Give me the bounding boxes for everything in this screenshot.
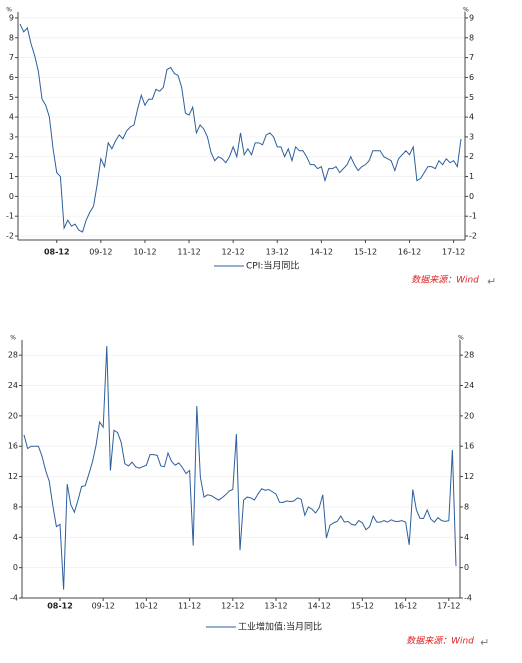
y-tick-label: 20 (8, 411, 18, 420)
x-tick-label: 10-12 (133, 248, 156, 257)
x-tick-label: 11-12 (177, 248, 200, 257)
y2-tick-label: -4 (464, 594, 472, 603)
y-tick-label: 4 (13, 533, 18, 542)
y-tick-label: 5 (9, 93, 14, 102)
data-line (23, 346, 457, 590)
x-tick-label: 16-12 (394, 602, 417, 611)
y2-tick-label: -1 (469, 212, 477, 221)
y-tick-label: 1 (9, 172, 14, 181)
y2-tick-label: 4 (464, 533, 469, 542)
y-tick-label: 28 (8, 351, 18, 360)
x-tick-label: 15-12 (351, 602, 374, 611)
y-tick-label: 8 (13, 502, 18, 511)
y2-tick-label: 6 (469, 73, 474, 82)
y2-tick-label: 8 (464, 502, 469, 511)
y2-unit: % (458, 335, 464, 342)
x-tick-label: 13-12 (264, 602, 287, 611)
x-tick-label: 15-12 (354, 248, 377, 257)
y-tick-label: 2 (9, 152, 14, 161)
y-unit: % (10, 335, 16, 342)
y-tick-label: 16 (8, 442, 18, 451)
y2-tick-label: 0 (469, 192, 474, 201)
y2-tick-label: 7 (469, 53, 474, 62)
y-tick-label: 7 (9, 53, 14, 62)
y-tick-label: 9 (9, 13, 14, 22)
x-tick-label: 12-12 (222, 248, 245, 257)
x-tick-label: 11-12 (178, 602, 201, 611)
y-tick-label: 3 (9, 132, 14, 141)
x-tick-label: 17-12 (437, 602, 460, 611)
x-tick-label: 14-12 (310, 248, 333, 257)
x-tick-label: 09-12 (89, 248, 112, 257)
x-tick-label: 17-12 (442, 248, 465, 257)
y2-tick-label: 0 (464, 563, 469, 572)
x-tick-label: 16-12 (398, 248, 421, 257)
legend-label: CPI:当月同比 (246, 260, 299, 272)
y-unit: % (6, 7, 12, 14)
y-tick-label: -4 (10, 594, 18, 603)
data-line (19, 23, 462, 233)
y2-tick-label: 9 (469, 13, 474, 22)
y2-tick-label: -2 (469, 232, 477, 241)
y2-tick-label: 3 (469, 132, 474, 141)
return-mark: ↵ (487, 275, 496, 288)
legend-label: 工业增加值:当月同比 (238, 621, 322, 633)
y2-tick-label: 12 (464, 472, 474, 481)
source-note: 数据来源：Wind (411, 275, 479, 286)
y-tick-label: 12 (8, 472, 18, 481)
x-tick-label: 10-12 (135, 602, 158, 611)
x-tick-label: 13-12 (266, 248, 289, 257)
y2-tick-label: 28 (464, 351, 474, 360)
y-tick-label: -2 (6, 232, 14, 241)
y2-unit: % (463, 7, 469, 14)
y2-tick-label: 20 (464, 411, 474, 420)
x-tick-label: 08-12 (44, 248, 70, 257)
y-tick-label: 0 (13, 563, 18, 572)
x-tick-label: 08-12 (47, 602, 73, 611)
source-note: 数据来源：Wind (406, 636, 474, 647)
return-mark: ↵ (480, 636, 489, 649)
y2-tick-label: 8 (469, 33, 474, 42)
y2-tick-label: 4 (469, 113, 474, 122)
y2-tick-label: 16 (464, 442, 474, 451)
y2-tick-label: 24 (464, 381, 474, 390)
y-tick-label: -1 (6, 212, 14, 221)
y-tick-label: 0 (9, 192, 14, 201)
y2-tick-label: 5 (469, 93, 474, 102)
y2-tick-label: 1 (469, 172, 474, 181)
x-tick-label: 14-12 (308, 602, 331, 611)
y-tick-label: 8 (9, 33, 14, 42)
y2-tick-label: 2 (469, 152, 474, 161)
x-tick-label: 12-12 (221, 602, 244, 611)
y-tick-label: 6 (9, 73, 14, 82)
y-tick-label: 4 (9, 113, 14, 122)
y-tick-label: 24 (8, 381, 18, 390)
x-tick-label: 09-12 (92, 602, 115, 611)
